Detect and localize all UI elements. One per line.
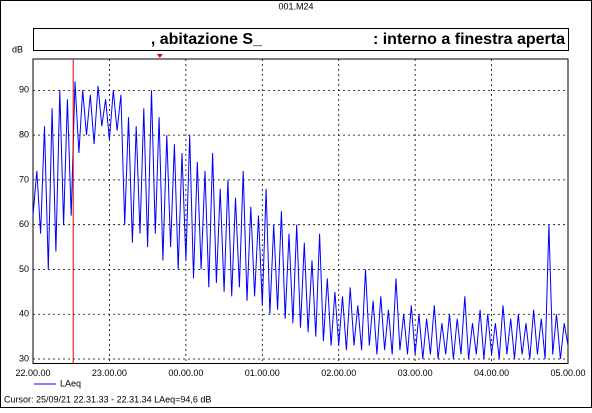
x-tick-label: 02.00.00 bbox=[321, 368, 356, 378]
y-tick-label: 60 bbox=[19, 219, 29, 229]
x-tick-label: 04.00.00 bbox=[474, 368, 509, 378]
y-tick-label: 80 bbox=[19, 130, 29, 140]
cursor-readout: Cursor: 25/09/21 22.31.33 - 22.31.34 LAe… bbox=[4, 394, 211, 404]
data-line bbox=[32, 81, 569, 360]
x-tick-label: 23.00.00 bbox=[92, 368, 127, 378]
legend-label: LAeq bbox=[60, 378, 81, 388]
title-box bbox=[33, 28, 569, 51]
x-tick-label: 00.00.00 bbox=[168, 368, 203, 378]
y-tick-label: 70 bbox=[19, 174, 29, 184]
window-title: 001.M24 bbox=[278, 1, 313, 11]
y-tick-label: 30 bbox=[19, 353, 29, 363]
y-axis-label: dB bbox=[12, 44, 23, 54]
x-tick-label: 01.00.00 bbox=[245, 368, 280, 378]
y-tick-label: 50 bbox=[19, 264, 29, 274]
plot-frame bbox=[32, 58, 569, 364]
chart-title: : interno a finestra aperta bbox=[373, 31, 565, 48]
x-tick-label: 03.00.00 bbox=[398, 368, 433, 378]
x-tick-label: 22.00.00 bbox=[15, 368, 50, 378]
y-tick-label: 40 bbox=[19, 309, 29, 319]
chart-title: , abitazione S_ bbox=[151, 31, 263, 48]
y-tick-label: 90 bbox=[19, 85, 29, 95]
x-tick-label: 05.00.00 bbox=[550, 368, 585, 378]
cursor-marker bbox=[156, 54, 163, 58]
